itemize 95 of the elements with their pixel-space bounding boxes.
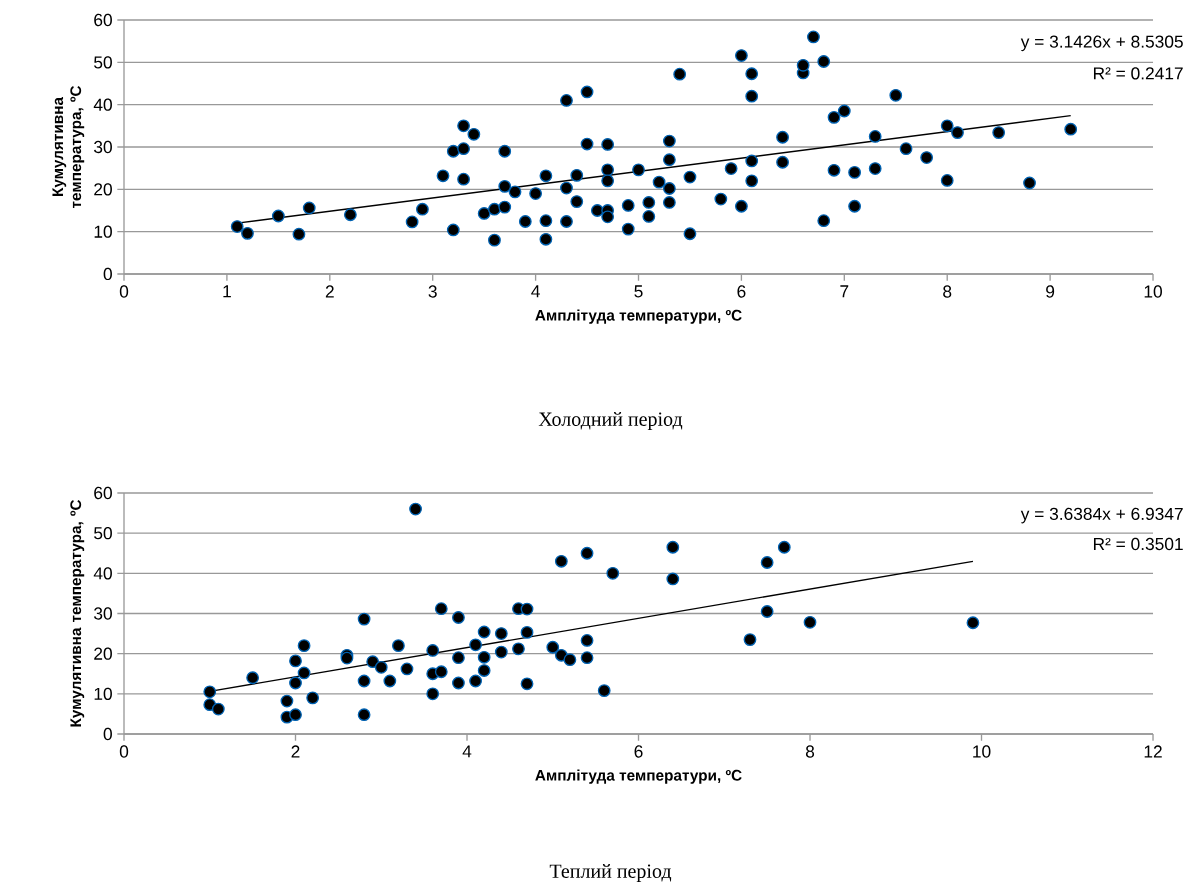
point [760,605,774,618]
point [520,625,534,639]
point [477,625,491,639]
point [494,627,508,640]
x-tick-label: 7 [840,285,849,298]
point [743,633,757,647]
x-tick-label: 8 [943,285,952,298]
x-tick-label: 12 [1144,745,1162,758]
point [434,602,448,616]
y-tick-label: 30 [94,140,112,154]
point [520,677,534,691]
point [357,612,371,626]
x-tick-label: 4 [462,745,472,758]
point [426,644,440,657]
point [452,651,465,665]
x-tick-label: 3 [428,285,437,298]
annotation: y = 3.1426x + 8.5305 [1020,35,1183,52]
x-tick-label: 2 [325,285,334,298]
x-axis-title: Амплітуда температури, ºC [535,769,742,784]
x-tick-label: 8 [805,745,815,758]
y-axis-title: Кумулятивна температура, ºC [52,85,85,209]
point [409,502,422,516]
y-tick-label: 20 [94,647,112,660]
point [477,650,491,664]
point [246,671,260,685]
point [357,708,371,722]
point [966,616,980,630]
y-tick-label: 60 [94,486,112,500]
point [297,666,311,680]
point [211,702,225,716]
point [452,676,465,690]
y-tick-label: 40 [93,567,112,580]
point [434,665,448,679]
annotation: y = 3.6384x + 6.9347 [1020,507,1183,524]
point [392,639,405,653]
point [580,546,594,560]
annotation: R² = 0.3501 [1093,537,1183,551]
y-axis-title: Кумулятивна температура, ºC [70,499,85,727]
point [803,615,817,629]
point [666,572,680,586]
point [760,556,774,569]
x-tick-label: 10 [1144,285,1162,298]
point [494,645,508,659]
point [203,685,217,699]
text: Холодний період [538,412,683,430]
x-tick-label: 10 [973,745,991,758]
text: Теплий період [549,864,672,882]
point [297,639,311,653]
point [469,674,482,688]
y-tick-label: 30 [94,607,112,620]
point [383,674,397,688]
point [366,655,380,669]
point [469,638,482,652]
x-axis-title: Амплітуда температури, ºC [535,309,742,324]
point [477,664,491,677]
point [666,540,680,554]
point [606,566,620,580]
annotation: R² = 0.2417 [1093,67,1183,80]
point [289,676,302,690]
point [546,640,560,654]
y-tick-label: 50 [94,527,112,540]
x-tick-label: 0 [119,285,129,298]
point [306,691,320,705]
point [357,674,371,688]
y-tick-label: 60 [94,13,112,27]
y-tick-label: 50 [94,56,112,69]
y-tick-label: 10 [94,225,112,238]
x-tick-label: 4 [531,285,540,298]
point [563,653,577,667]
point [452,611,465,624]
point [374,660,388,674]
point [520,602,534,616]
x-tick-label: 2 [291,745,300,758]
y-tick-label: 0 [103,727,112,741]
y-tick-label: 20 [94,183,112,196]
point [400,662,414,676]
point [777,540,791,554]
x-tick-label: 5 [634,285,643,298]
x-tick-label: 6 [737,285,746,298]
point [554,554,568,568]
point [426,687,440,701]
y-tick-label: 40 [93,98,112,111]
y-tick-label: 0 [103,267,112,281]
x-tick-label: 9 [1046,285,1055,298]
point [597,684,611,698]
point [280,694,294,708]
point [289,708,302,722]
point [580,634,594,647]
point [289,654,302,668]
x-tick-label: 1 [223,285,231,298]
point [512,642,525,656]
point [580,651,594,665]
y-tick-label: 10 [94,687,112,700]
x-tick-label: 0 [119,745,129,758]
x-tick-label: 6 [634,745,643,758]
